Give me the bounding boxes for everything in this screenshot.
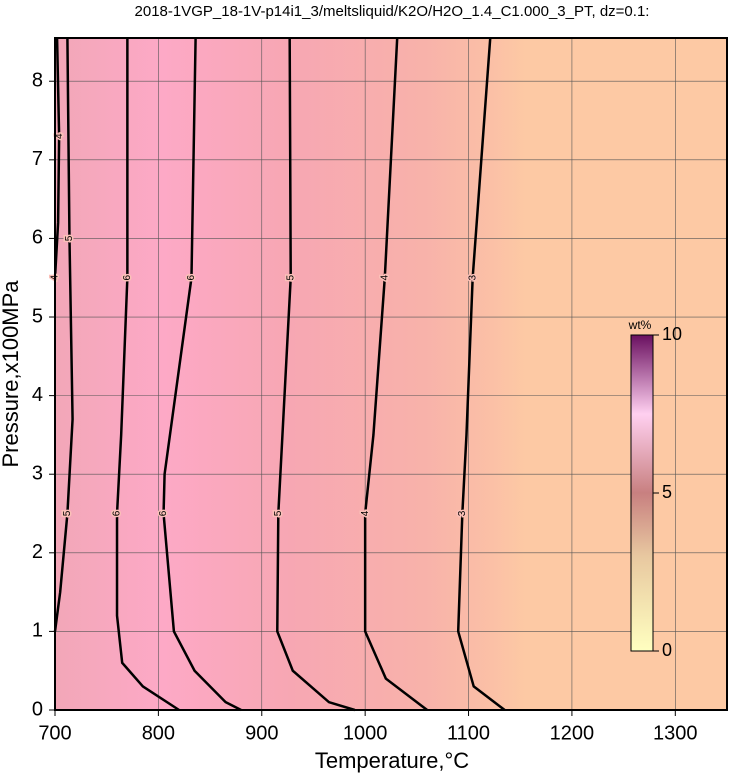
plot-frame	[54, 37, 728, 711]
contour-label: 3	[467, 275, 478, 281]
y-tick-label: 7	[32, 148, 43, 170]
y-tick-label: 2	[32, 541, 43, 563]
y-tick-label: 0	[32, 698, 43, 720]
contour-label: 6	[112, 510, 123, 516]
contour-line	[53, 37, 61, 278]
contour-label: 5	[64, 235, 75, 241]
y-tick-label: 6	[32, 227, 43, 249]
colorbar	[630, 334, 654, 652]
contour-line	[115, 38, 180, 712]
contour-label: 5	[273, 510, 284, 516]
y-tick-label: 3	[32, 462, 43, 484]
contour-line	[456, 37, 506, 711]
contour-label: 4	[54, 133, 65, 139]
y-tick-label: 8	[32, 70, 43, 92]
x-tick-label: 1200	[550, 722, 595, 744]
y-tick-label: 1	[32, 620, 43, 642]
y-tick-label: 4	[32, 384, 43, 406]
contour-label: 6	[186, 275, 197, 281]
x-axis-label: Temperature,°C	[315, 748, 469, 773]
y-tick-label: 5	[32, 305, 43, 327]
colorbar-tick-label: 5	[662, 482, 672, 502]
colorbar-label: wt%	[628, 318, 652, 332]
colorbar-tick-label: 10	[662, 324, 682, 344]
x-tick-label: 800	[142, 722, 175, 744]
x-tick-label: 1300	[653, 722, 698, 744]
contour-label: 4	[360, 510, 371, 516]
chart-title: 2018-1VGP_18-1V-p14i1_3/meltsliquid/K2O/…	[135, 3, 650, 20]
contour-line	[53, 37, 74, 632]
x-tick-label: 1100	[447, 722, 490, 744]
contour-label: 6	[158, 510, 169, 516]
contour-label: 6	[122, 275, 133, 281]
x-tick-label: 700	[38, 722, 71, 744]
contour-line	[363, 37, 428, 711]
contour-label: 5	[285, 275, 296, 281]
x-tick-label: 900	[245, 722, 278, 744]
x-tick-label: 1000	[343, 722, 388, 744]
contour-label: 5	[62, 510, 73, 516]
contour-line	[276, 37, 356, 712]
contour-label: 3	[457, 510, 468, 516]
contour-label: 4	[379, 275, 390, 281]
y-axis-label: Pressure,x100MPa	[0, 280, 23, 468]
colorbar-tick-label: 0	[662, 640, 672, 660]
contour-line	[162, 37, 242, 712]
